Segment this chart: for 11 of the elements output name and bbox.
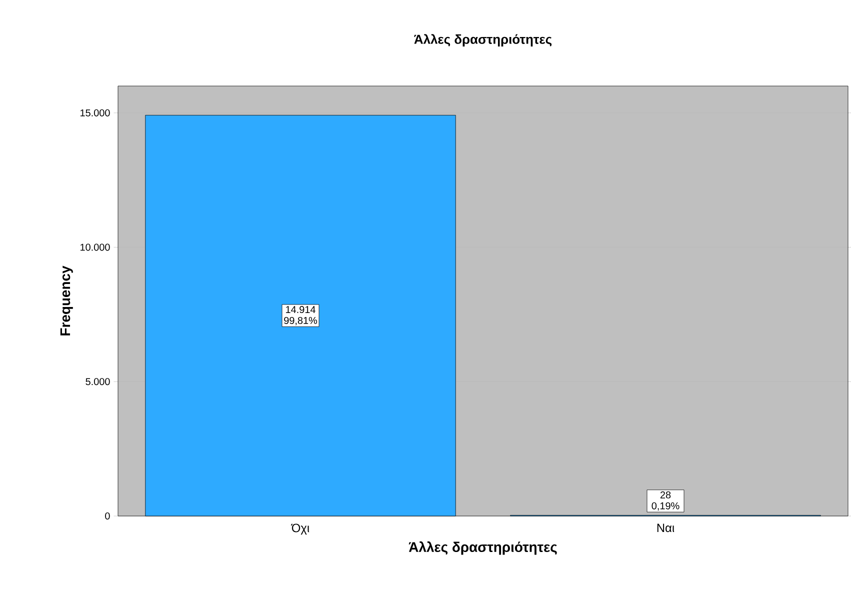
y-tick-label: 15.000: [80, 109, 110, 116]
chart-title: Άλλες δραστηριότητες: [414, 34, 552, 46]
x-tick-label: Ναι: [657, 524, 674, 532]
x-axis-title: Άλλες δραστηριότητες: [408, 541, 557, 555]
y-tick-label: 10.000: [80, 244, 110, 251]
data-label: 14.914 99,81%: [284, 306, 318, 326]
x-tick-label: Όχι: [291, 524, 310, 535]
data-label: 28 0,19%: [652, 491, 680, 511]
y-tick-label: 0: [105, 512, 110, 520]
y-tick-label: 5.000: [86, 378, 110, 386]
y-axis-title: Frequency: [60, 266, 73, 336]
